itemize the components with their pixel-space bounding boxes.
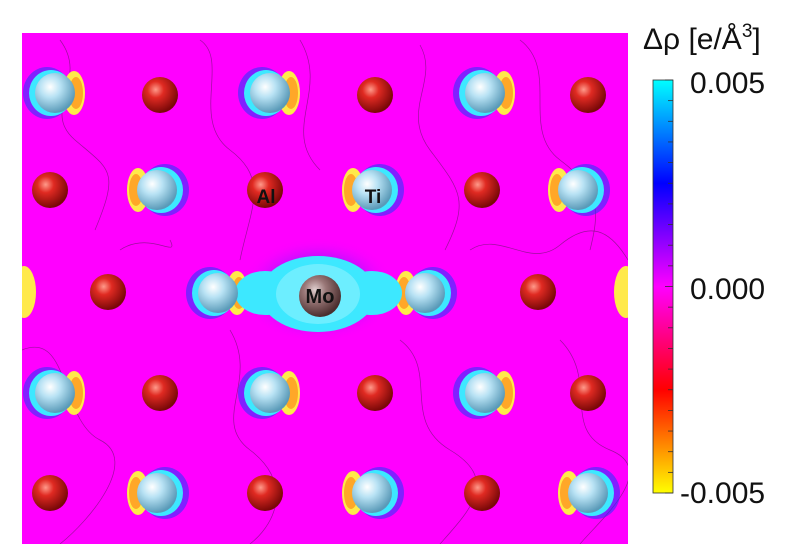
mo-atom bbox=[299, 275, 341, 317]
al-atom bbox=[570, 375, 606, 411]
contour-line bbox=[229, 329, 277, 544]
al-atom bbox=[247, 172, 283, 208]
edge-lobe-left bbox=[22, 266, 36, 318]
al-atom bbox=[357, 77, 393, 113]
al-atom bbox=[520, 274, 556, 310]
ti-atom bbox=[35, 73, 75, 113]
ti-atom bbox=[558, 170, 598, 210]
contour-line bbox=[399, 339, 478, 544]
al-atom bbox=[142, 77, 178, 113]
colorbar-tick-min: -0.005 bbox=[680, 477, 765, 510]
colorbar-tick-zero: 0.000 bbox=[690, 273, 765, 306]
ti-atom bbox=[465, 373, 505, 413]
al-atom bbox=[247, 475, 283, 511]
ti-atom bbox=[568, 473, 608, 513]
al-atom-label: Al bbox=[257, 187, 276, 208]
ti-atom bbox=[198, 273, 238, 313]
al-atom bbox=[464, 172, 500, 208]
ti-atom bbox=[250, 373, 290, 413]
zero-contour-lines bbox=[22, 39, 628, 544]
edge-lobe-right bbox=[614, 266, 628, 318]
ti-atom bbox=[35, 373, 75, 413]
ti-atom bbox=[465, 73, 505, 113]
contour-line bbox=[299, 39, 321, 171]
ti-atom bbox=[405, 273, 445, 313]
contour-line bbox=[469, 230, 628, 261]
contour-line bbox=[22, 346, 116, 544]
al-atom bbox=[32, 475, 68, 511]
contour-line bbox=[519, 39, 596, 251]
contour-line bbox=[418, 44, 460, 251]
mo-atom-label: Mo bbox=[306, 286, 335, 308]
al-atom bbox=[90, 274, 126, 310]
ti-atom bbox=[352, 170, 392, 210]
ti-atom bbox=[137, 473, 177, 513]
colorbar-tick-max: 0.005 bbox=[690, 67, 765, 100]
al-atom bbox=[570, 77, 606, 113]
al-atom bbox=[142, 375, 178, 411]
contour-line bbox=[199, 39, 255, 261]
contour-line bbox=[119, 239, 173, 251]
ti-atom bbox=[137, 170, 177, 210]
ti-atom bbox=[352, 473, 392, 513]
al-atom bbox=[32, 172, 68, 208]
al-atom bbox=[357, 375, 393, 411]
atoms-layer bbox=[32, 73, 608, 513]
colorbar: Δρ [e/Å3] 0.005 0.000 -0.005 bbox=[643, 21, 765, 510]
al-atom bbox=[464, 475, 500, 511]
ti-atom-label: Ti bbox=[365, 187, 382, 208]
colorbar-minor-ticks bbox=[665, 79, 673, 494]
ti-atom bbox=[250, 73, 290, 113]
colorbar-title: Δρ [e/Å3] bbox=[643, 21, 761, 56]
